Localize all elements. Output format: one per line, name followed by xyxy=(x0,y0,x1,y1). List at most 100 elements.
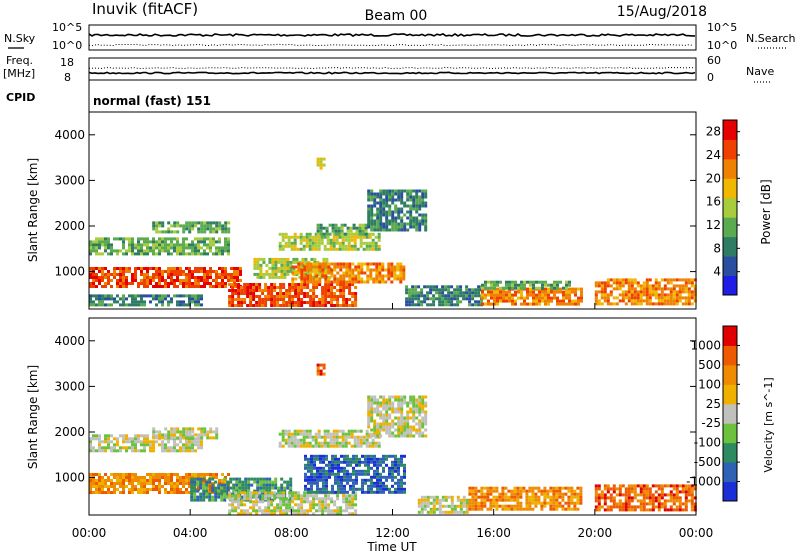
heatmap-cell xyxy=(444,303,448,307)
heatmap-cell xyxy=(89,485,92,488)
heatmap-cell xyxy=(322,260,326,264)
heatmap-cell xyxy=(152,221,156,225)
heatmap-cell xyxy=(375,277,379,281)
heatmap-cell xyxy=(303,286,307,289)
heatmap-cell xyxy=(493,293,496,297)
heatmap-cell xyxy=(385,478,388,482)
heatmap-cell xyxy=(300,500,304,504)
heatmap-cell xyxy=(202,498,206,502)
heatmap-cell xyxy=(309,509,313,513)
heatmap-cell xyxy=(492,498,496,502)
heatmap-cell xyxy=(672,296,676,300)
heatmap-cell xyxy=(137,243,140,247)
heatmap-cell xyxy=(432,507,436,511)
heatmap-cell xyxy=(280,489,284,493)
heatmap-cell xyxy=(279,512,283,516)
heatmap-cell xyxy=(474,294,478,298)
heatmap-cell xyxy=(119,270,122,273)
heatmap-cell xyxy=(376,407,380,411)
heatmap-cell xyxy=(101,300,104,304)
heatmap-cell xyxy=(289,486,293,490)
heatmap-cell xyxy=(394,481,397,485)
heatmap-cell xyxy=(358,226,362,230)
heatmap-cell xyxy=(444,300,448,304)
heatmap-cell xyxy=(381,265,385,269)
heatmap-cell xyxy=(624,281,628,285)
heatmap-cell xyxy=(206,276,209,279)
heatmap-cell xyxy=(666,508,670,512)
heatmap-cell xyxy=(403,425,407,429)
heatmap-cell xyxy=(288,286,292,289)
heatmap-cell xyxy=(559,302,562,306)
heatmap-cell xyxy=(489,489,493,493)
heatmap-cell xyxy=(209,221,213,225)
heatmap-cell xyxy=(330,283,334,286)
heatmap-cell xyxy=(258,500,262,504)
heatmap-cell xyxy=(349,463,352,467)
heatmap-cell xyxy=(294,283,298,286)
heatmap-cell xyxy=(300,497,304,501)
heatmap-cell xyxy=(200,267,203,270)
heatmap-cell xyxy=(365,244,369,248)
heatmap-cell xyxy=(309,301,313,304)
heatmap-cell xyxy=(385,457,388,461)
heatmap-cell xyxy=(312,298,316,301)
heatmap-cell xyxy=(541,293,544,297)
heatmap-cell xyxy=(517,290,520,294)
heatmap-cell xyxy=(409,216,413,220)
heatmap-cell xyxy=(609,278,613,282)
heatmap-cell xyxy=(645,496,649,500)
heatmap-cell xyxy=(302,235,306,239)
heatmap-cell xyxy=(264,509,268,513)
heatmap-cell xyxy=(471,303,475,307)
heatmap-cell xyxy=(329,238,333,242)
heatmap-cell xyxy=(294,512,298,516)
heatmap-cell xyxy=(92,276,95,279)
heatmap-cell xyxy=(203,224,207,228)
heatmap-cell xyxy=(95,267,98,270)
heatmap-cell xyxy=(241,486,245,490)
heatmap-cell xyxy=(290,235,294,239)
heatmap-cell xyxy=(648,490,652,494)
heatmap-cell xyxy=(270,500,274,504)
heatmap-cell xyxy=(319,166,323,170)
heatmap-cell xyxy=(92,240,95,244)
heatmap-cell xyxy=(321,512,325,516)
heatmap-cell xyxy=(128,270,131,273)
heatmap-cell xyxy=(297,262,301,266)
heatmap-cell xyxy=(346,490,349,494)
heatmap-cell xyxy=(412,219,416,223)
heatmap-cell xyxy=(98,482,101,485)
heatmap-cell xyxy=(450,501,454,505)
heatmap-cell xyxy=(388,416,392,420)
heatmap-cell xyxy=(281,438,285,442)
heatmap-cell xyxy=(370,407,374,411)
heatmap-cell xyxy=(357,271,361,275)
heatmap-cell xyxy=(423,285,427,289)
heatmap-cell xyxy=(243,494,247,498)
heatmap-cell xyxy=(394,463,397,467)
heatmap-cell xyxy=(101,485,104,488)
heatmap-cell xyxy=(155,303,158,307)
heatmap-cell xyxy=(537,498,541,502)
heatmap-cell xyxy=(532,293,535,297)
heatmap-cell xyxy=(298,260,302,264)
heatmap-cell xyxy=(345,265,349,269)
heatmap-cell xyxy=(305,232,309,236)
heatmap-cell xyxy=(438,498,442,502)
heatmap-cell xyxy=(618,508,622,512)
heatmap-cell xyxy=(256,489,260,493)
heatmap-cell xyxy=(341,235,345,239)
heatmap-cell xyxy=(226,486,230,490)
heatmap-cell xyxy=(288,304,292,307)
heatmap-cell xyxy=(627,290,631,294)
heatmap-cell xyxy=(450,297,454,301)
heatmap-cell xyxy=(340,454,343,458)
heatmap-cell xyxy=(281,235,285,239)
heatmap-cell xyxy=(122,482,125,485)
heatmap-cell xyxy=(264,295,268,298)
heatmap-cell xyxy=(331,226,335,230)
heatmap-cell xyxy=(648,302,652,306)
heatmap-cell xyxy=(654,296,658,300)
heatmap-cell xyxy=(281,429,285,433)
